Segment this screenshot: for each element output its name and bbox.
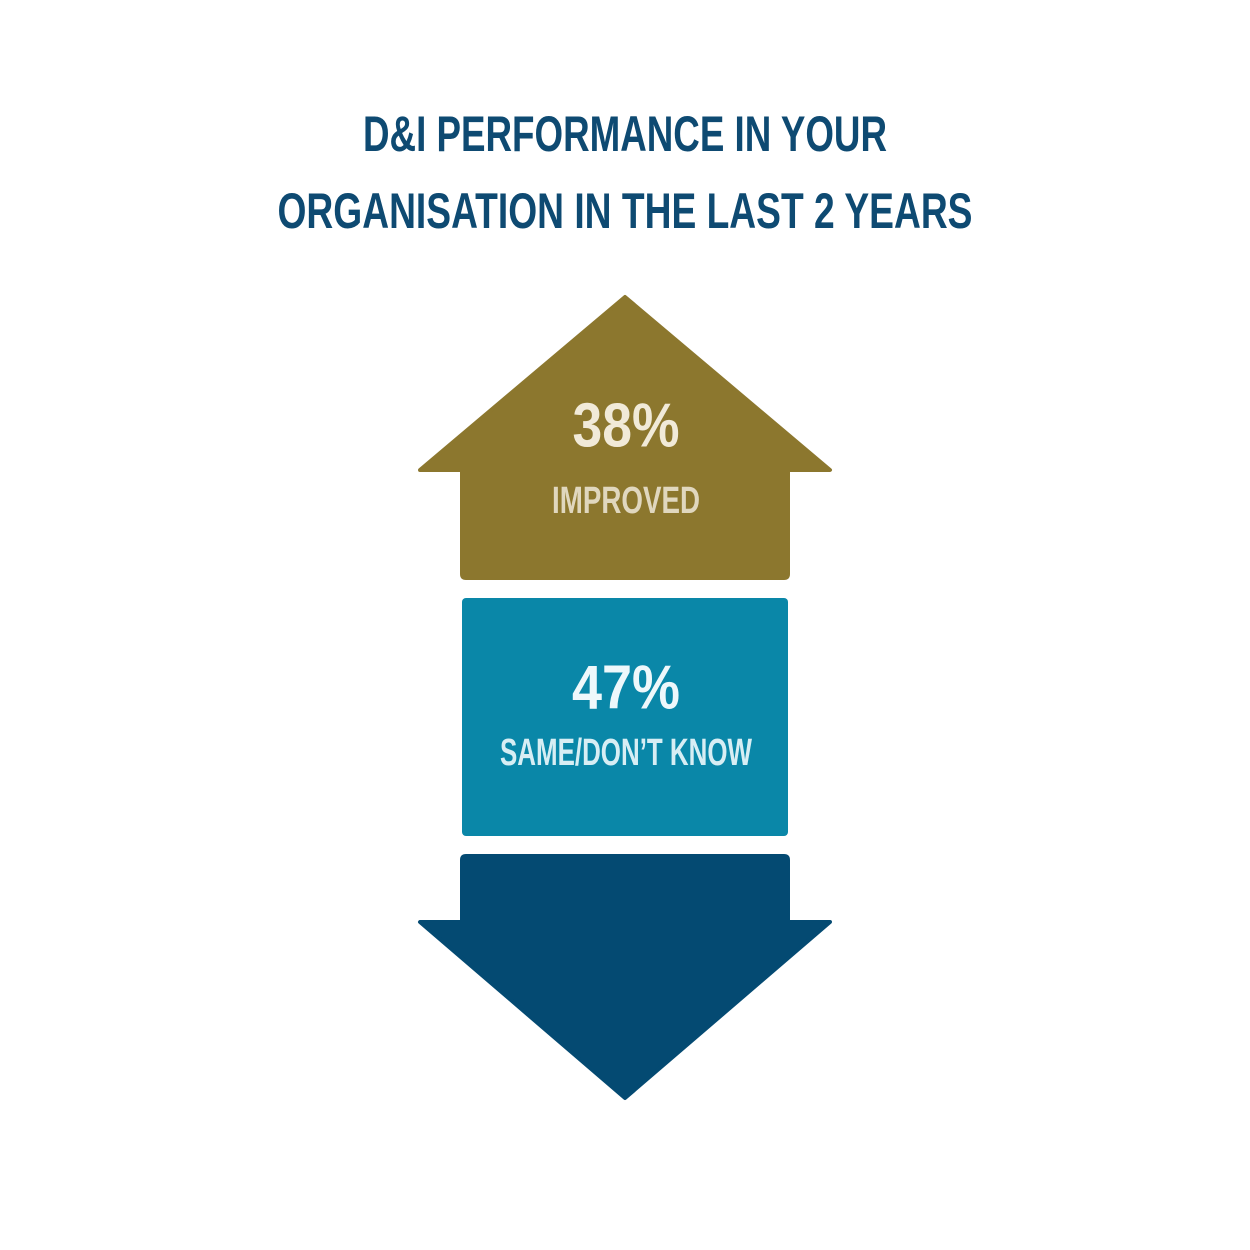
title-line: ORGANISATION IN THE LAST 2 YEARS <box>278 183 973 239</box>
up-arrow <box>418 295 832 580</box>
same-box <box>462 598 788 836</box>
same-value: 47% <box>572 653 680 722</box>
same-label: SAME/DON’T KNOW <box>500 732 752 774</box>
improved-value: 38% <box>573 391 680 460</box>
down-arrow <box>418 854 832 1100</box>
title-line: D&I PERFORMANCE IN YOUR <box>363 106 887 162</box>
improved-label: IMPROVED <box>552 480 700 522</box>
